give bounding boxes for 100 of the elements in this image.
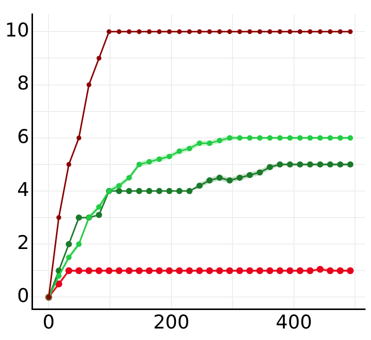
point [317, 135, 323, 141]
point [328, 29, 333, 34]
point [176, 188, 183, 194]
point [286, 161, 294, 168]
point [226, 135, 232, 141]
point [278, 29, 282, 34]
point [207, 29, 212, 34]
point [136, 162, 142, 168]
point [306, 161, 314, 168]
point [236, 267, 244, 274]
point [146, 267, 153, 274]
point [257, 29, 262, 34]
point [206, 177, 213, 184]
point [96, 204, 102, 210]
point [66, 162, 72, 167]
point [126, 267, 133, 274]
point [85, 267, 92, 274]
point [286, 267, 294, 274]
point [126, 188, 132, 194]
point [247, 29, 252, 34]
point [136, 29, 142, 34]
point [306, 267, 314, 274]
point [298, 29, 302, 34]
point [126, 174, 132, 180]
point [346, 267, 354, 274]
point [288, 29, 292, 34]
y-tick-label: 2 [17, 232, 30, 254]
x-tick-label: 200 [153, 312, 190, 334]
point [267, 29, 272, 34]
point [307, 135, 313, 141]
point [256, 169, 263, 176]
point [276, 161, 284, 168]
point [66, 254, 72, 260]
point [226, 177, 233, 184]
point [266, 267, 274, 274]
point [236, 174, 243, 181]
y-tick-label: 6 [17, 126, 30, 148]
point [136, 188, 142, 194]
point [76, 241, 82, 247]
point [317, 161, 324, 168]
point [106, 267, 112, 274]
point [266, 164, 273, 170]
point [136, 267, 143, 274]
point [246, 172, 253, 178]
point [216, 138, 222, 144]
point [146, 159, 152, 165]
point [126, 29, 132, 34]
point [297, 135, 303, 141]
point [237, 29, 242, 34]
point [348, 29, 353, 34]
point [76, 136, 82, 140]
point [176, 148, 182, 154]
point [116, 267, 123, 274]
y-tick-label: 4 [17, 178, 30, 201]
point [347, 161, 354, 168]
point [256, 267, 264, 274]
point [166, 188, 172, 194]
point [186, 267, 193, 274]
point [326, 267, 334, 274]
point [55, 280, 62, 288]
point [56, 273, 62, 279]
point [348, 135, 354, 141]
point [337, 161, 344, 168]
point [75, 267, 82, 274]
y-tick-label: 8 [17, 72, 30, 95]
point [247, 135, 253, 141]
point [246, 267, 254, 274]
point [196, 267, 203, 274]
point [96, 56, 102, 61]
x-tick-label: 0 [42, 312, 55, 334]
point [176, 267, 183, 274]
point [166, 267, 173, 274]
point [166, 29, 172, 34]
point [86, 82, 92, 88]
point [206, 140, 212, 146]
point [96, 267, 102, 274]
point [156, 267, 163, 274]
y-tick-label: 10 [4, 20, 30, 42]
point [236, 135, 242, 141]
point [56, 215, 62, 220]
point [257, 135, 263, 141]
point [96, 212, 102, 218]
point [76, 214, 82, 221]
point [156, 156, 162, 162]
point [296, 267, 304, 274]
point [327, 135, 333, 141]
point [166, 154, 172, 160]
point [116, 188, 122, 194]
point [146, 29, 152, 34]
x-tick-label: 400 [276, 312, 312, 334]
point [267, 135, 273, 141]
point [277, 135, 283, 141]
point [196, 182, 203, 189]
point [296, 161, 304, 168]
point [216, 174, 223, 181]
point [196, 140, 202, 146]
point [156, 29, 162, 34]
point [116, 29, 122, 34]
point [217, 29, 222, 34]
point [197, 29, 202, 34]
